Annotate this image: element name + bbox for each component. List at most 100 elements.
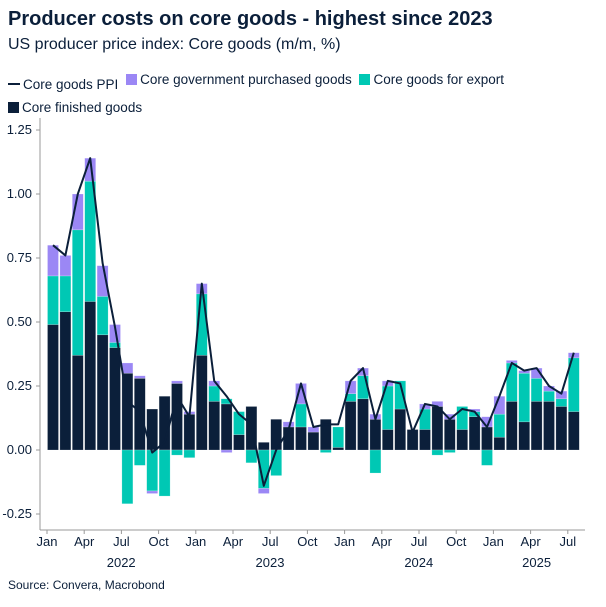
bar-export xyxy=(96,296,109,336)
x-tick-label: Apr xyxy=(520,534,541,549)
legend: Core goods PPI Core government purchased… xyxy=(8,68,598,120)
x-tick-label: Jul xyxy=(411,534,428,549)
x-tick-label: Jul xyxy=(559,534,576,549)
bar-core-finished xyxy=(332,447,344,451)
x-year-label: 2025 xyxy=(522,555,551,570)
y-tick-label: 1.25 xyxy=(7,122,32,137)
bar-core-finished xyxy=(183,413,196,451)
bar-export xyxy=(233,411,245,435)
bar-export xyxy=(320,449,332,453)
x-tick-label: Oct xyxy=(297,534,318,549)
bar-core-finished xyxy=(146,408,158,451)
bar-government xyxy=(121,362,134,374)
legend-label: Core government purchased goods xyxy=(140,72,352,87)
bar-core-finished xyxy=(431,406,444,451)
bar-government xyxy=(171,380,183,384)
y-tick-label: 0.75 xyxy=(7,250,32,265)
bar-core-finished xyxy=(47,324,59,451)
x-tick-label: Jul xyxy=(113,534,130,549)
x-tick-label: Jul xyxy=(262,534,279,549)
bar-export xyxy=(72,229,84,356)
bar-core-finished xyxy=(109,347,121,451)
bar-core-finished xyxy=(208,401,220,451)
bar-export xyxy=(543,390,555,402)
bar-export xyxy=(530,378,543,402)
x-tick-label: Oct xyxy=(446,534,467,549)
bar-core-finished xyxy=(295,426,307,451)
x-tick-label: Jan xyxy=(185,534,206,549)
line-swatch-icon xyxy=(8,83,20,85)
bar-core-finished xyxy=(84,301,96,451)
bar-export xyxy=(220,398,233,405)
bar-export xyxy=(171,449,183,456)
bar-export xyxy=(208,385,220,402)
bar-government xyxy=(134,375,146,379)
x-tick-label: Jan xyxy=(334,534,355,549)
bar-core-finished xyxy=(357,398,369,451)
legend-label: Core goods PPI xyxy=(23,76,119,92)
square-swatch-icon xyxy=(359,74,371,85)
y-tick-label: 0.00 xyxy=(7,442,32,457)
chart-title: Producer costs on core goods - highest s… xyxy=(8,8,493,30)
bar-export xyxy=(493,413,506,438)
x-tick-label: Apr xyxy=(223,534,244,549)
bar-export xyxy=(456,406,468,430)
bar-export xyxy=(394,380,406,410)
bar-core-finished xyxy=(196,355,208,451)
legend-item-government: Core government purchased goods xyxy=(126,68,352,91)
bar-core-finished xyxy=(555,406,568,451)
legend-item-export: Core goods for export xyxy=(359,68,504,91)
square-swatch-icon xyxy=(8,101,19,113)
legend-label: Core goods for export xyxy=(373,72,505,87)
bar-export xyxy=(158,449,171,497)
bar-government xyxy=(47,244,59,277)
bar-core-finished xyxy=(506,401,518,451)
bar-export xyxy=(59,275,72,313)
y-tick-label: 0.50 xyxy=(7,314,32,329)
x-tick-label: Oct xyxy=(148,534,169,549)
x-tick-label: Apr xyxy=(372,534,393,549)
bar-export xyxy=(555,398,568,407)
bar-core-finished xyxy=(369,419,382,451)
bar-core-finished xyxy=(419,429,431,451)
source-note: Source: Convera, Macrobond xyxy=(8,578,165,592)
legend-label: Core finished goods xyxy=(22,99,143,115)
bar-core-finished xyxy=(382,429,394,451)
bar-export xyxy=(444,449,456,453)
bar-core-finished xyxy=(468,416,481,451)
bar-core-finished xyxy=(394,408,406,451)
bar-export xyxy=(295,403,307,428)
y-tick-label: 1.00 xyxy=(7,186,32,201)
line-core-goods-ppi xyxy=(52,157,575,487)
bar-core-finished xyxy=(307,431,320,451)
x-year-label: 2024 xyxy=(404,555,433,570)
bar-government xyxy=(59,255,72,277)
bar-export xyxy=(332,426,344,448)
bar-export xyxy=(506,362,518,402)
bar-core-finished xyxy=(171,383,183,451)
bar-core-finished xyxy=(72,355,84,451)
x-tick-label: Apr xyxy=(74,534,95,549)
bar-export xyxy=(121,449,134,505)
y-tick-label: -0.25 xyxy=(2,506,32,521)
bar-export xyxy=(134,449,146,466)
bar-core-finished xyxy=(344,401,357,451)
bar-export xyxy=(431,449,444,456)
bar-core-finished xyxy=(568,411,580,451)
bar-core-finished xyxy=(493,436,506,451)
x-tick-label: Jan xyxy=(483,534,504,549)
square-swatch-icon xyxy=(126,74,138,85)
bar-government xyxy=(220,449,233,453)
bar-core-finished xyxy=(233,434,245,451)
bar-export xyxy=(183,449,196,458)
bar-core-finished xyxy=(444,419,456,451)
bar-core-finished xyxy=(530,401,543,451)
bar-export xyxy=(481,449,493,466)
legend-item-core-finished: Core finished goods xyxy=(8,96,142,119)
bar-core-finished xyxy=(518,421,530,451)
bar-export xyxy=(369,449,382,474)
bar-government xyxy=(258,488,270,494)
bar-core-finished xyxy=(456,429,468,451)
bar-core-finished xyxy=(258,442,270,451)
